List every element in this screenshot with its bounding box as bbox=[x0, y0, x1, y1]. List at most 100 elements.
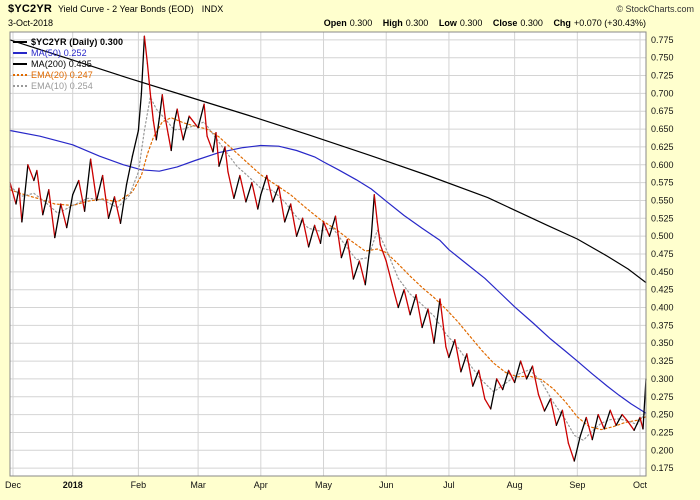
price-line-segment bbox=[245, 181, 253, 203]
quote-high-label: High bbox=[382, 18, 403, 28]
price-line-segment bbox=[215, 131, 220, 167]
quote-header: 3-Oct-2018 Open 0.300 High 0.300 Low 0.300 … bbox=[0, 16, 700, 32]
x-axis-label: Dec bbox=[5, 480, 22, 490]
y-axis-label: 0.375 bbox=[651, 320, 674, 330]
price-line-segment bbox=[278, 185, 286, 223]
price-line-segment bbox=[478, 369, 486, 400]
price-line-segment bbox=[340, 239, 349, 259]
legend-line-swatch-icon bbox=[13, 84, 27, 87]
y-axis-label: 0.450 bbox=[651, 267, 674, 277]
quote-low-label: Low bbox=[438, 18, 457, 28]
price-line-segment bbox=[125, 155, 134, 186]
price-line-segment bbox=[370, 194, 375, 237]
x-axis-label: 2018 bbox=[63, 480, 83, 490]
legend-item: EMA(20) 0.247 bbox=[13, 69, 123, 80]
price-line-segment bbox=[531, 365, 540, 396]
price-line-segment bbox=[119, 184, 128, 224]
legend-label: $YC2YR (Daily) 0.300 bbox=[31, 36, 124, 47]
legend-label: MA(50) 0.252 bbox=[31, 47, 87, 58]
price-line-segment bbox=[60, 203, 68, 229]
price-line-segment bbox=[385, 260, 393, 286]
price-line-segment bbox=[397, 289, 405, 309]
price-line-segment bbox=[358, 260, 366, 286]
price-line-segment bbox=[167, 134, 172, 152]
legend-item: EMA(10) 0.254 bbox=[13, 80, 123, 91]
legend-label: EMA(20) 0.247 bbox=[31, 69, 93, 80]
exchange-label: INDX bbox=[201, 4, 224, 14]
price-line-segment bbox=[543, 398, 552, 412]
price-line-segment bbox=[284, 203, 292, 223]
price-line-segment bbox=[89, 158, 98, 202]
x-axis-label: Apr bbox=[254, 480, 268, 490]
price-line-segment bbox=[239, 174, 247, 203]
y-axis-label: 0.300 bbox=[651, 374, 674, 384]
price-line-segment bbox=[346, 239, 355, 280]
price-line-segment bbox=[21, 164, 29, 223]
legend-item: MA(50) 0.252 bbox=[13, 47, 123, 58]
price-line-segment bbox=[591, 413, 599, 441]
price-line-segment bbox=[460, 353, 468, 373]
quote-low-value: 0.300 bbox=[459, 18, 483, 28]
price-line-segment bbox=[322, 221, 331, 237]
price-line-segment bbox=[140, 35, 146, 95]
y-axis-label: 0.400 bbox=[651, 303, 674, 313]
price-line-segment bbox=[454, 339, 462, 373]
y-axis-label: 0.325 bbox=[651, 356, 674, 366]
price-line-segment bbox=[484, 398, 492, 410]
y-axis-label: 0.625 bbox=[651, 142, 674, 152]
price-line-segment bbox=[561, 409, 570, 444]
y-axis-label: 0.550 bbox=[651, 195, 674, 205]
y-axis-label: 0.200 bbox=[651, 445, 674, 455]
price-line-segment bbox=[272, 185, 280, 203]
price-line-segment bbox=[597, 413, 605, 430]
price-line-segment bbox=[615, 413, 623, 426]
price-line-segment bbox=[176, 108, 181, 127]
price-line-segment bbox=[433, 298, 441, 344]
price-line-segment bbox=[307, 224, 316, 248]
price-line-segment bbox=[507, 369, 516, 384]
copyright-label: © StockCharts.com bbox=[616, 4, 694, 14]
chart-date: 3-Oct-2018 bbox=[8, 18, 54, 28]
x-axis-label: May bbox=[315, 480, 333, 490]
y-axis-label: 0.275 bbox=[651, 392, 674, 402]
price-line-segment bbox=[421, 308, 429, 329]
x-axis-label: Jul bbox=[443, 480, 455, 490]
price-line-segment bbox=[549, 398, 558, 426]
price-line-segment bbox=[490, 378, 498, 410]
price-line-segment bbox=[352, 260, 361, 280]
price-line-segment bbox=[48, 189, 56, 239]
quote-open-value: 0.300 bbox=[349, 18, 373, 28]
quote-close-label: Close bbox=[492, 18, 518, 28]
y-axis-label: 0.225 bbox=[651, 427, 674, 437]
legend-item: MA(200) 0.435 bbox=[13, 58, 123, 69]
price-line-segment bbox=[170, 122, 175, 152]
y-axis-label: 0.600 bbox=[651, 160, 674, 170]
price-line-segment bbox=[472, 369, 480, 387]
quote-close-value: 0.300 bbox=[520, 18, 543, 28]
price-line-segment bbox=[18, 187, 23, 223]
price-line-segment bbox=[319, 221, 325, 244]
price-line-segment bbox=[143, 35, 149, 65]
price-line-segment bbox=[197, 103, 205, 129]
y-axis-label: 0.525 bbox=[651, 213, 674, 223]
symbol-label: $YC2YR bbox=[8, 3, 52, 15]
y-axis-label: 0.575 bbox=[651, 178, 674, 188]
price-line-segment bbox=[260, 174, 268, 196]
price-line-segment bbox=[445, 346, 450, 359]
price-line-segment bbox=[233, 174, 241, 199]
price-line-segment bbox=[555, 409, 564, 426]
price-line-segment bbox=[379, 244, 387, 262]
price-line-segment bbox=[15, 187, 20, 205]
legend-label: EMA(10) 0.254 bbox=[31, 80, 93, 91]
plot-border bbox=[9, 31, 647, 477]
price-line-segment bbox=[72, 179, 80, 196]
price-line-segment bbox=[257, 194, 262, 210]
price-line-segment bbox=[301, 217, 310, 248]
price-line-segment bbox=[633, 416, 641, 431]
price-line-segment bbox=[621, 413, 629, 423]
chart-legend: $YC2YR (Daily) 0.300 MA(50) 0.252 MA(200) … bbox=[13, 36, 123, 91]
legend-line-swatch-icon bbox=[13, 40, 27, 43]
price-line-segment bbox=[83, 158, 92, 212]
legend-label: MA(200) 0.435 bbox=[31, 58, 92, 69]
price-line-segment bbox=[290, 203, 298, 237]
